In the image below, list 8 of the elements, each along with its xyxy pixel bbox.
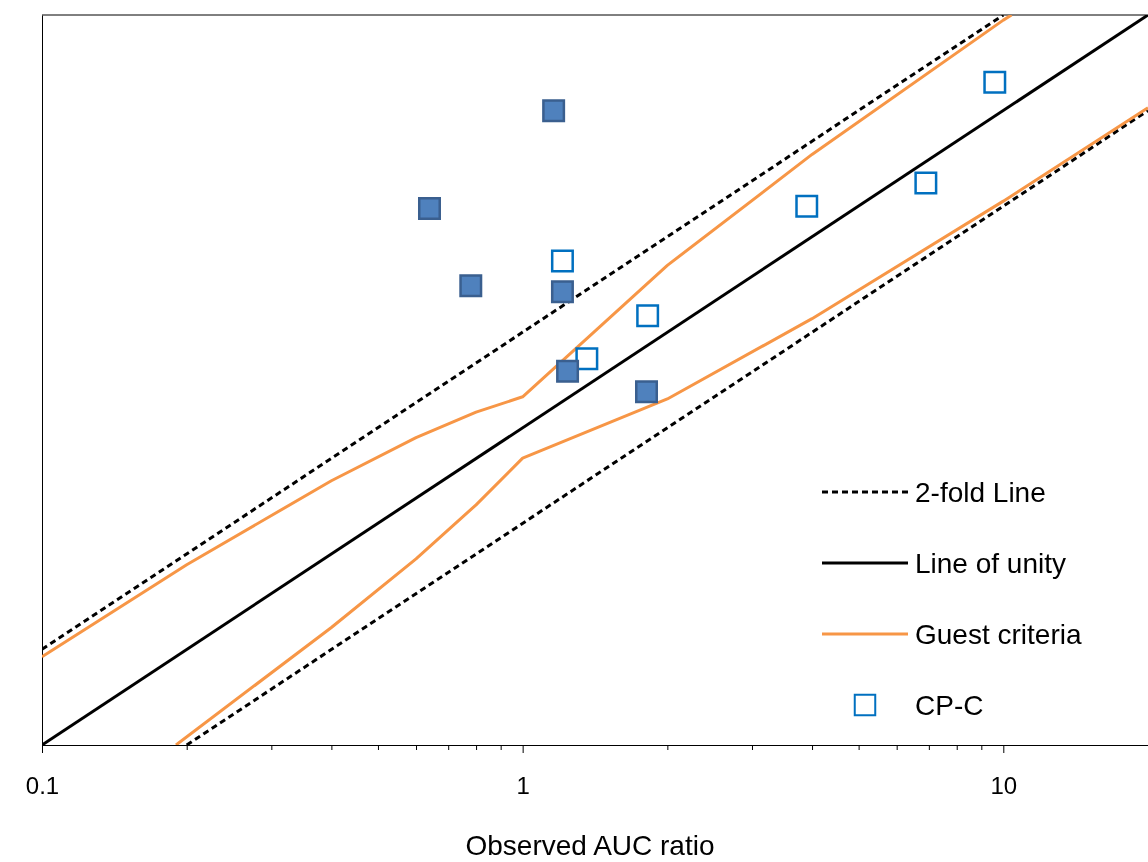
legend-label: CP-C	[915, 689, 984, 721]
x-tick-label: 0.1	[25, 772, 60, 800]
legend-label: 2-fold Line	[915, 476, 1046, 508]
x-tick-label: 10	[990, 772, 1018, 800]
legend-label: Guest criteria	[915, 618, 1082, 650]
x-axis-title: Observed AUC ratio	[465, 830, 715, 861]
x-tick-label: 1	[516, 772, 530, 800]
legend-label: Line of unity	[915, 547, 1066, 579]
